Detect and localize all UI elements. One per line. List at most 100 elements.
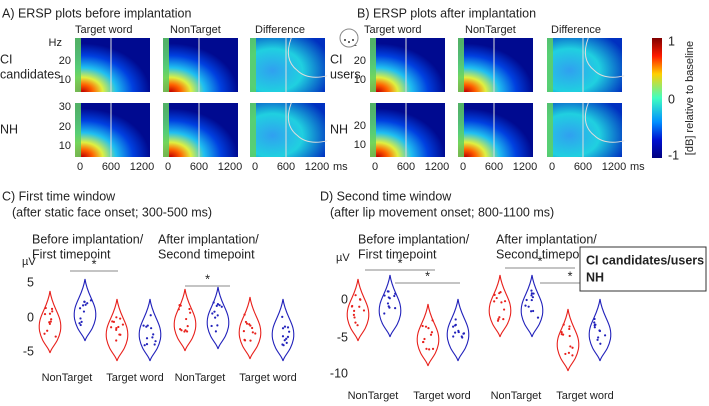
dot xyxy=(216,314,219,317)
dot xyxy=(568,327,571,331)
dot xyxy=(154,340,157,343)
contour xyxy=(584,102,625,143)
y-tick-label: 10 xyxy=(59,140,71,152)
y-tick-label: 5 xyxy=(27,275,34,289)
baseline-strip xyxy=(370,103,376,157)
y-tick-label: 0 xyxy=(341,292,348,306)
violin xyxy=(173,288,197,352)
heatmap xyxy=(458,103,533,157)
dot xyxy=(180,329,183,332)
dot xyxy=(111,320,114,323)
x-tick-label: 600 xyxy=(102,161,120,173)
dot xyxy=(603,334,607,337)
dot xyxy=(153,343,156,346)
dot xyxy=(89,299,93,302)
dot xyxy=(110,326,113,329)
dot xyxy=(112,320,116,323)
dot xyxy=(383,312,386,315)
violin xyxy=(346,278,370,342)
y-tick-label: 20 xyxy=(59,55,71,67)
head-icon xyxy=(339,28,359,48)
dot xyxy=(454,323,457,327)
violin xyxy=(416,303,440,367)
dot xyxy=(186,325,189,328)
dot xyxy=(288,330,291,333)
dot xyxy=(283,325,287,328)
y-tick-label: 0 xyxy=(27,310,34,324)
dot xyxy=(249,324,252,327)
y-tick-label: -5 xyxy=(337,330,348,344)
significance-star: * xyxy=(425,269,430,283)
baseline-strip xyxy=(458,38,464,92)
dot xyxy=(493,293,496,296)
electrode xyxy=(344,39,346,41)
dot xyxy=(383,294,386,297)
dot xyxy=(254,332,257,335)
dot xyxy=(81,304,85,307)
dot xyxy=(80,320,83,324)
dot xyxy=(245,322,249,325)
dot xyxy=(50,307,54,310)
dot xyxy=(598,329,601,332)
dot xyxy=(251,331,254,334)
violin xyxy=(588,298,612,362)
electrode xyxy=(352,39,354,41)
x-tick-label: 600 xyxy=(574,161,592,173)
dot xyxy=(79,323,82,327)
group-label: After implantation/ xyxy=(158,232,259,246)
dot xyxy=(184,329,187,332)
dot xyxy=(593,323,597,326)
baseline-strip xyxy=(75,38,81,92)
dot xyxy=(354,321,357,324)
x-tick-label: 600 xyxy=(485,161,503,173)
dot xyxy=(285,337,288,340)
category-label: NonTarget xyxy=(348,390,399,402)
legend-entry: CI candidates/users xyxy=(586,253,704,267)
dot xyxy=(423,337,426,341)
legend-entry: NH xyxy=(586,270,604,284)
dot xyxy=(386,302,390,305)
dot xyxy=(151,336,154,339)
panel-title: B) ERSP plots after implantation xyxy=(357,6,536,20)
dot xyxy=(530,292,533,295)
dot xyxy=(249,339,252,342)
dot xyxy=(498,316,501,319)
dot xyxy=(453,331,457,334)
colorbar xyxy=(652,38,662,158)
heatmap xyxy=(163,103,238,157)
panel-title: A) ERSP plots before implantation xyxy=(2,6,192,20)
dot xyxy=(429,333,433,336)
dot xyxy=(152,333,155,336)
significance-star: * xyxy=(538,254,543,268)
dot xyxy=(115,328,118,331)
dot xyxy=(145,325,148,328)
dot xyxy=(532,292,535,295)
heatmap xyxy=(458,38,533,92)
dot xyxy=(214,330,217,333)
x-tick-label: 600 xyxy=(277,161,295,173)
category-label: NonTarget xyxy=(42,372,93,384)
dot xyxy=(350,305,354,308)
dot xyxy=(530,289,533,292)
dot xyxy=(353,316,356,319)
y-tick-label: 20 xyxy=(354,120,366,132)
dot xyxy=(43,332,46,335)
baseline-strip xyxy=(75,103,81,157)
heatmap xyxy=(75,103,150,157)
panel-title: C) First time window xyxy=(2,189,116,203)
dot xyxy=(189,311,192,314)
dot xyxy=(215,304,218,307)
dot xyxy=(569,345,572,348)
x-tick-label: 600 xyxy=(397,161,415,173)
dot xyxy=(359,298,362,301)
dot xyxy=(425,347,428,350)
baseline-strip xyxy=(250,103,256,157)
row-label: NH xyxy=(330,122,348,136)
dot xyxy=(54,335,57,338)
dot xyxy=(560,331,563,334)
heatmap xyxy=(370,38,445,92)
contour xyxy=(287,102,328,143)
significance-star: * xyxy=(205,272,210,286)
violin xyxy=(488,274,512,338)
